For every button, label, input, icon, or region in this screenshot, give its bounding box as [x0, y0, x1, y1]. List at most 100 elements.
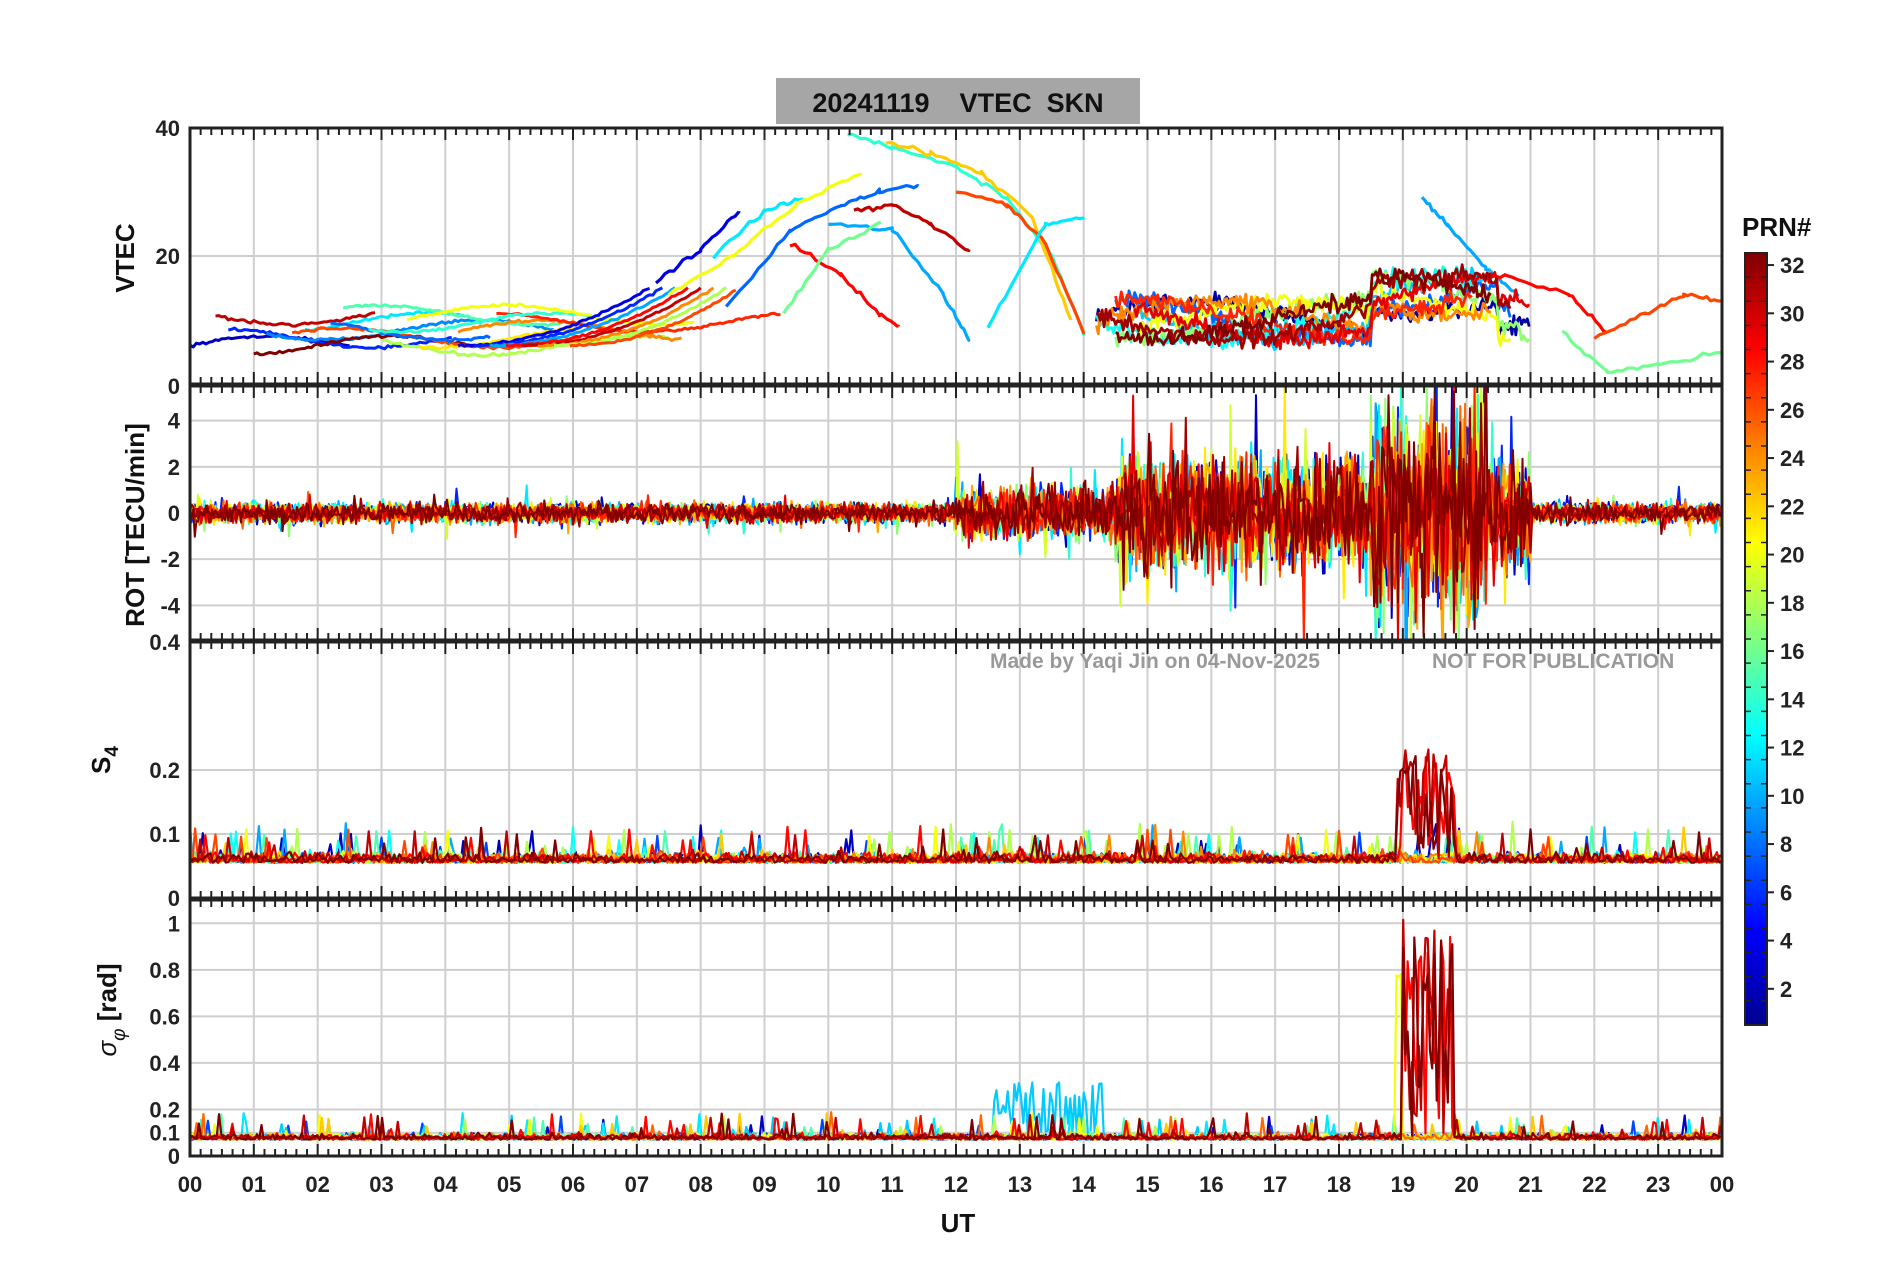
y-tick-label: 0.4 — [149, 1051, 180, 1076]
vtec-trace — [724, 183, 920, 308]
x-tick-label: 22 — [1582, 1172, 1606, 1197]
x-tick-label: 07 — [625, 1172, 649, 1197]
sigma-ylabel: σφ [rad] — [92, 963, 130, 1056]
vtec-trace — [986, 216, 1086, 329]
x-tick-label: 17 — [1263, 1172, 1287, 1197]
vtec-trace — [712, 197, 805, 260]
vtec-traces — [190, 132, 1722, 374]
colorbar-tick-label: 22 — [1780, 494, 1804, 519]
vtec-trace — [955, 190, 1086, 335]
vtec-trace — [847, 132, 1086, 337]
x-tick-label: 19 — [1391, 1172, 1415, 1197]
x-tick-label: 00 — [1710, 1172, 1734, 1197]
s4-panel: 0 0.1 0.2 0.4 — [149, 630, 1724, 911]
colorbar-label: PRN# — [1742, 212, 1812, 242]
y-tick-label: 0 — [168, 501, 180, 526]
vtec-trace — [1561, 329, 1722, 374]
x-tick-label: 03 — [369, 1172, 393, 1197]
colorbar-tick-label: 30 — [1780, 301, 1804, 326]
vtec-trace — [190, 333, 350, 349]
colorbar-tick-label: 26 — [1780, 398, 1804, 423]
vtec-trace — [1593, 292, 1722, 340]
vtec-trace — [330, 321, 491, 344]
y-tick-label: 1 — [168, 911, 180, 936]
x-tick-label: 16 — [1199, 1172, 1223, 1197]
title-box — [776, 78, 1140, 124]
y-tick-label: 0.8 — [149, 958, 180, 983]
x-tick-label: 15 — [1135, 1172, 1159, 1197]
x-tick-label: 04 — [433, 1172, 458, 1197]
vtec-trace — [553, 286, 728, 348]
y-tick-label: 0 — [168, 886, 180, 911]
y-tick-label: 0.2 — [149, 1097, 180, 1122]
vtec-trace — [215, 311, 376, 328]
vtec-trace — [828, 222, 971, 342]
y-tick-label: 0 — [168, 1144, 180, 1169]
s4-trace — [190, 754, 1722, 864]
vtec-trace — [1114, 290, 1473, 347]
x-tick-label: 23 — [1646, 1172, 1670, 1197]
x-tick-label: 06 — [561, 1172, 585, 1197]
rot-ylabel: ROT [TECU/min] — [120, 423, 150, 627]
y-tick-label: 2 — [168, 455, 180, 480]
rot-panel: -4 -2 0 2 4 0 — [160, 374, 1724, 642]
x-tick-label: 09 — [752, 1172, 776, 1197]
vtec-trace — [885, 140, 1073, 322]
x-tick-label: 18 — [1327, 1172, 1351, 1197]
colorbar-tick-label: 4 — [1780, 929, 1793, 954]
y-tick-label: 4 — [168, 409, 181, 434]
sigma-trace — [190, 936, 1721, 1141]
vtec-trace — [1115, 267, 1492, 347]
vtec-trace — [853, 203, 971, 252]
y-tick-label: -4 — [160, 593, 180, 618]
vtec-trace — [343, 303, 567, 328]
vtec-ylabel: VTEC — [110, 223, 140, 293]
vtec-trace — [782, 220, 882, 315]
y-tick-label: 20 — [156, 244, 180, 269]
colorbar-tick-label: 20 — [1780, 543, 1804, 568]
x-axis-ticks: 00 01 02 03 04 05 06 07 08 09 10 11 12 13 14 15 16 17 18 19… — [178, 1172, 1734, 1197]
x-tick-label: 20 — [1454, 1172, 1478, 1197]
colorbar-tick-label: 32 — [1780, 253, 1804, 278]
x-tick-label: 10 — [816, 1172, 840, 1197]
colorbar-tick-label: 6 — [1780, 880, 1792, 905]
x-tick-label: 00 — [178, 1172, 202, 1197]
y-tick-label: 40 — [156, 116, 180, 141]
x-tick-label: 12 — [944, 1172, 968, 1197]
x-tick-label: 08 — [688, 1172, 712, 1197]
watermark-notice: NOT FOR PUBLICATION — [1432, 650, 1674, 673]
y-tick-label: 0.2 — [149, 758, 180, 783]
colorbar-tick-label: 2 — [1780, 977, 1792, 1002]
colorbar-ticks: 32 30 28 26 24 22 20 18 16 14 12 10 8 6 4 2 — [1745, 253, 1805, 1002]
colorbar-tick-label: 10 — [1780, 784, 1804, 809]
sigma-traces — [190, 918, 1722, 1141]
vtec-trace — [654, 210, 741, 285]
y-tick-label: 0.4 — [149, 630, 180, 655]
vtec-trace — [667, 172, 862, 297]
y-tick-label: -2 — [160, 547, 180, 572]
x-tick-label: 02 — [305, 1172, 329, 1197]
vtec-trace — [368, 311, 593, 335]
y-tick-label: 0.6 — [149, 1004, 180, 1029]
colorbar-tick-label: 24 — [1780, 446, 1805, 471]
sigma-phi-panel: 00.10.2 0.4 0.6 0.8 1 — [149, 898, 1724, 1169]
y-tick-label: 0.1 — [149, 1121, 180, 1146]
x-tick-label: 14 — [1071, 1172, 1096, 1197]
vtec-trace — [569, 288, 737, 348]
y-tick-label: 0.1 — [149, 822, 180, 847]
rot-traces — [190, 386, 1722, 640]
x-tick-label: 05 — [497, 1172, 521, 1197]
x-tick-label: 11 — [881, 1172, 904, 1197]
s4-ylabel: S4 — [86, 746, 123, 774]
colorbar-tick-label: 16 — [1780, 639, 1804, 664]
x-tick-label: 21 — [1518, 1172, 1542, 1197]
colorbar-tick-label: 8 — [1780, 832, 1792, 857]
x-axis-label: UT — [941, 1208, 976, 1238]
colorbar-tick-label: 18 — [1780, 591, 1804, 616]
vtec-trace — [1420, 196, 1520, 297]
chart-title: 20241119 VTEC SKN — [812, 88, 1103, 118]
colorbar-tick-label: 14 — [1780, 687, 1805, 712]
colorbar-tick-label: 28 — [1780, 350, 1804, 375]
